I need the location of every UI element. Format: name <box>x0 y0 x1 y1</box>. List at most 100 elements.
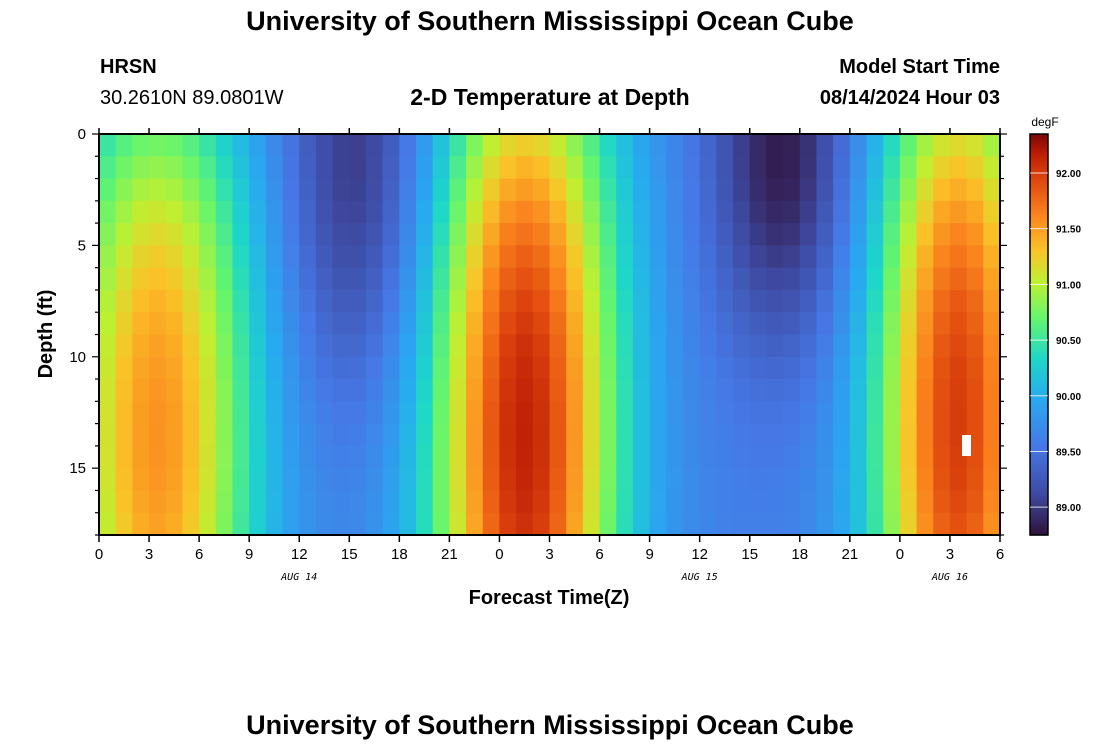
heatmap-cell <box>899 356 918 380</box>
heatmap-cell <box>315 401 334 425</box>
heatmap-cell <box>199 223 217 246</box>
heatmap-cell <box>566 245 584 269</box>
heatmap-cell <box>716 245 734 269</box>
heatmap-cell <box>883 512 901 535</box>
heatmap-cell <box>549 267 567 291</box>
colorbar-tick-label: 91.00 <box>1056 280 1081 291</box>
heatmap-cell <box>783 289 801 313</box>
heatmap-cell <box>949 156 968 180</box>
heatmap-cell <box>966 134 984 157</box>
heatmap-cell <box>349 312 367 336</box>
heatmap-cell <box>833 468 851 492</box>
heatmap-cell <box>99 379 117 402</box>
heatmap-cell <box>365 379 384 402</box>
heatmap-cell <box>349 401 367 425</box>
heatmap-cell <box>466 401 484 425</box>
heatmap-cell <box>182 468 200 492</box>
x-tick-label: 15 <box>341 546 358 563</box>
heatmap-cell <box>916 223 934 246</box>
heatmap-cell <box>649 379 667 402</box>
heatmap-cell <box>883 379 901 402</box>
heatmap-cell <box>649 468 667 492</box>
heatmap-cell <box>265 379 284 402</box>
heatmap-cell <box>749 245 768 269</box>
colorbar-swatch <box>1030 524 1048 529</box>
heatmap-cell <box>516 468 534 492</box>
heatmap-cell <box>699 401 717 425</box>
heatmap-cell <box>299 200 317 224</box>
colorbar-swatch <box>1030 174 1048 178</box>
x-tick-label: 15 <box>741 546 758 563</box>
heatmap-cell <box>783 356 801 380</box>
heatmap-cell <box>582 512 601 535</box>
heatmap-cell <box>766 223 784 246</box>
heatmap-cell <box>849 401 868 425</box>
heatmap-cell <box>699 178 717 202</box>
heatmap-cell <box>649 512 667 535</box>
heatmap-cell <box>566 490 584 514</box>
x-tick-label: 6 <box>595 546 603 563</box>
heatmap-cell <box>499 245 517 269</box>
heatmap-cell <box>866 200 884 224</box>
heatmap-cell <box>749 379 768 402</box>
x-axis-title: Forecast Time(Z) <box>469 587 630 609</box>
colorbar-tick-label: 92.00 <box>1056 169 1081 180</box>
heatmap-cell <box>983 312 1000 336</box>
heatmap-cell <box>983 200 1000 224</box>
colorbar-tick-label: 89.50 <box>1056 447 1081 458</box>
heatmap-cell <box>499 200 517 224</box>
heatmap-cell <box>632 468 651 492</box>
heatmap-cell <box>99 312 117 336</box>
heatmap-cell <box>733 445 751 469</box>
heatmap-cell <box>783 445 801 469</box>
colorbar: 89.00 89.50 90.00 90.50 91.00 91.50 92.00 <box>1029 133 1081 536</box>
heatmap-cell <box>182 490 200 514</box>
heatmap-cell <box>883 289 901 313</box>
heatmap-cell <box>933 445 951 469</box>
heatmap-cell <box>432 468 450 492</box>
heatmap-cell <box>466 223 484 246</box>
heatmap-cell <box>99 401 117 425</box>
heatmap-cell <box>599 445 617 469</box>
heatmap-cell <box>983 178 1000 202</box>
heatmap-cell <box>799 289 818 313</box>
heatmap-cell <box>916 379 934 402</box>
x-tick-label: 9 <box>245 546 253 563</box>
heatmap-cell <box>733 356 751 380</box>
x-date-label: AUG 15 <box>681 572 718 583</box>
colorbar-swatch <box>1030 331 1048 336</box>
heatmap-cell <box>516 178 534 202</box>
colorbar-swatch <box>1030 349 1048 353</box>
colorbar-swatch <box>1030 291 1048 295</box>
heatmap-cell <box>833 356 851 380</box>
heatmap-cell <box>783 423 801 447</box>
heatmap-cell <box>849 245 868 269</box>
heatmap-cell <box>482 445 501 469</box>
heatmap-cell <box>516 156 534 180</box>
heatmap-cell <box>382 334 400 358</box>
heatmap-cell <box>649 178 667 202</box>
heatmap-cell <box>466 423 484 447</box>
heatmap-cell <box>115 245 133 269</box>
heatmap-cell <box>482 423 501 447</box>
heatmap-cell <box>432 223 450 246</box>
heatmap-cell <box>849 200 868 224</box>
heatmap-cell <box>616 245 634 269</box>
heatmap-cell <box>516 356 534 380</box>
colorbar-swatch <box>1030 304 1048 308</box>
heatmap-cell <box>99 490 117 514</box>
heatmap-cell <box>883 178 901 202</box>
station-coords: 30.2610N 89.0801W <box>100 87 284 109</box>
heatmap-cell <box>265 468 284 492</box>
heatmap-cell <box>499 223 517 246</box>
heatmap-cell <box>516 401 534 425</box>
heatmap-cell <box>315 423 334 447</box>
heatmap-cell <box>833 334 851 358</box>
colorbar-swatch <box>1030 311 1048 316</box>
heatmap-cell <box>149 445 167 469</box>
x-tick-label: 0 <box>896 546 904 563</box>
colorbar-swatch <box>1030 194 1048 198</box>
heatmap-cell <box>716 223 734 246</box>
colorbar-swatch <box>1030 532 1048 536</box>
heatmap-cell <box>883 223 901 246</box>
